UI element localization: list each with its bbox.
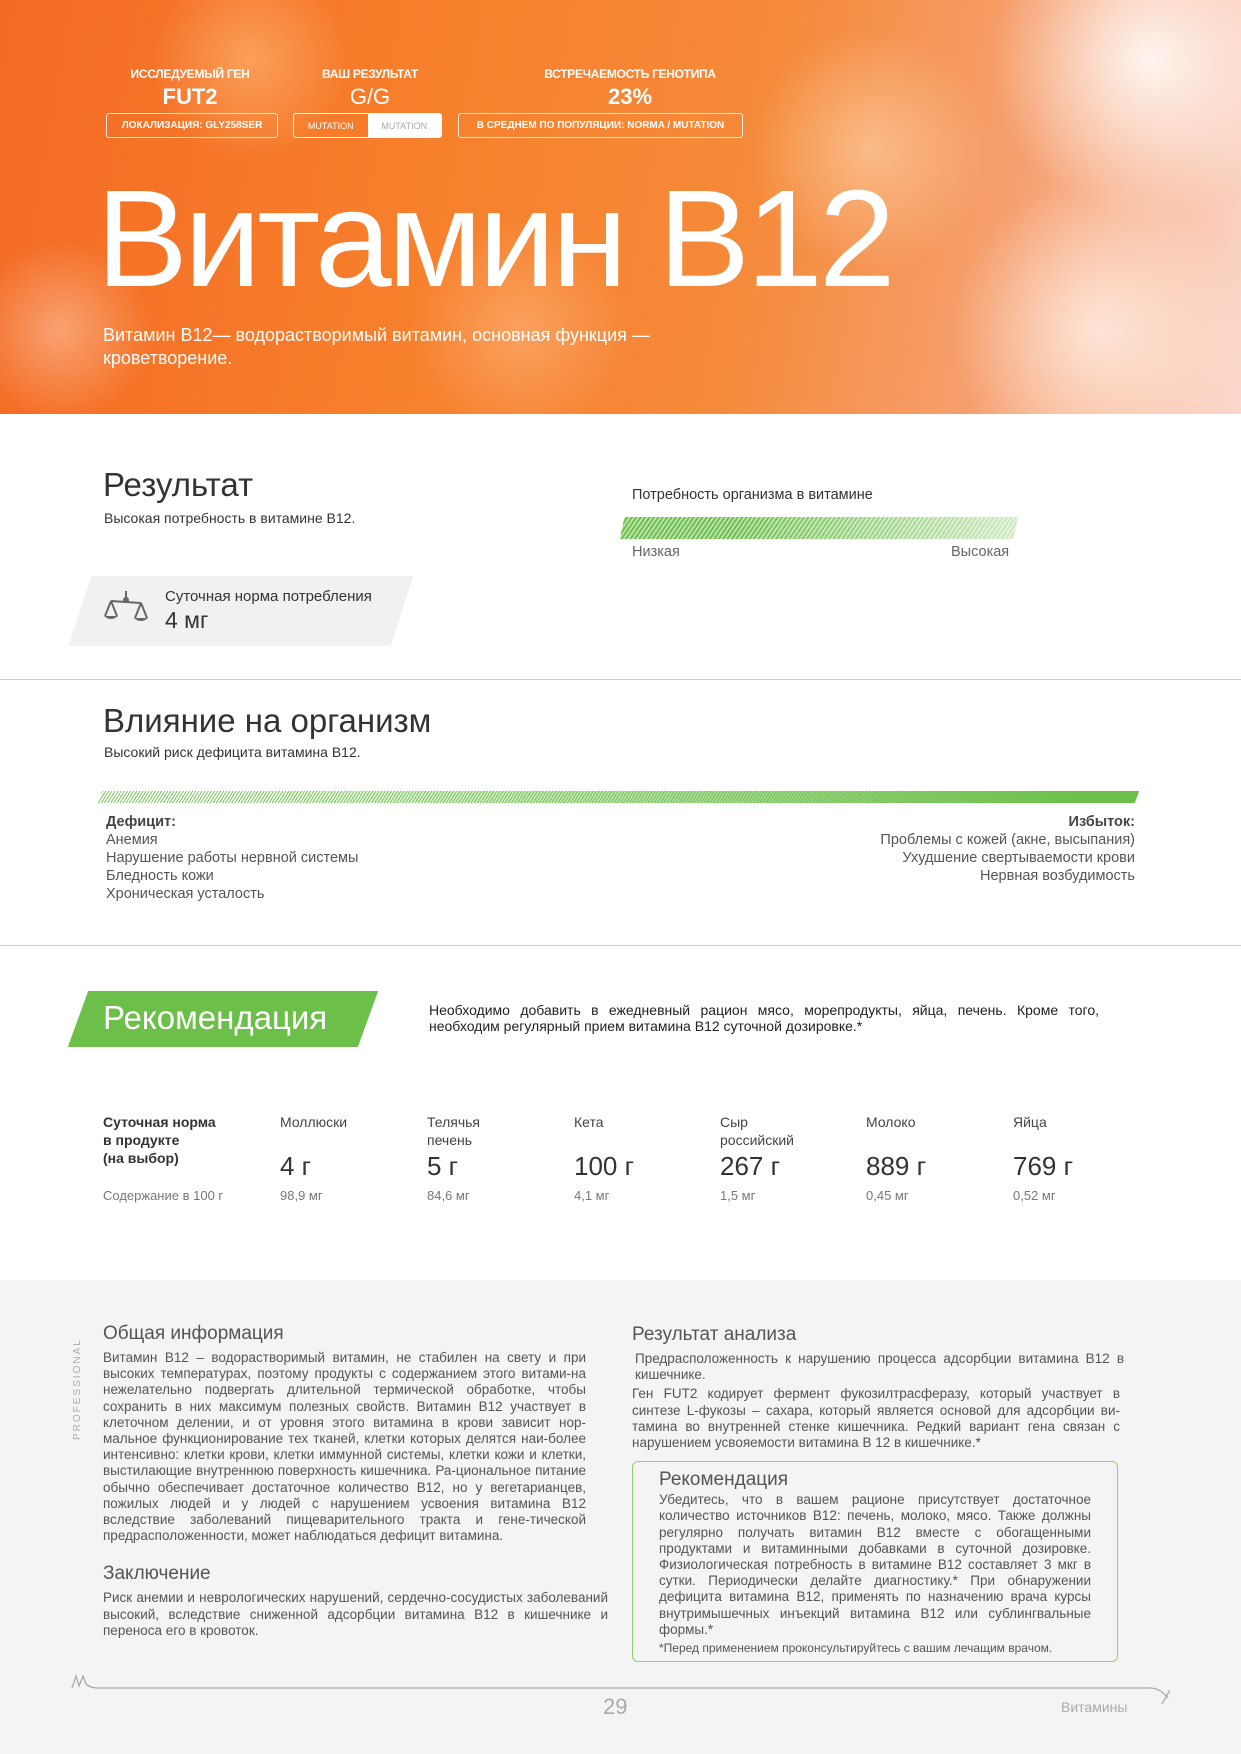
need-level-bar [619, 517, 1019, 539]
product-amount: 100 г [574, 1151, 635, 1181]
page-title: Витамин В12 [96, 162, 896, 316]
recommendation-text: Необходимо добавить в ежедневный рацион … [429, 1002, 1099, 1034]
product-amount: 769 г [1013, 1151, 1074, 1181]
influence-text: Высокий риск дефицита витамина В12. [104, 744, 361, 760]
frequency-label: ВСТРЕЧАЕМОСТЬ ГЕНОТИПА [544, 67, 716, 81]
excess-list: Избыток: Проблемы с кожей (акне, высыпан… [880, 813, 1135, 885]
divider [0, 679, 1241, 680]
excess-title: Избыток: [1068, 814, 1135, 830]
deficit-item: Бледность кожи [106, 868, 214, 884]
product-content: 1,5 мг [720, 1188, 756, 1203]
influence-scale-bar [97, 791, 1140, 803]
analysis-heading: Результат анализа [632, 1324, 797, 1345]
toggle-mutation-left: MUTATION [307, 120, 354, 131]
divider [0, 945, 1241, 946]
need-label: Потребность организма в витамине [632, 487, 873, 503]
deficit-item: Анемия [106, 832, 158, 848]
deficit-list: Дефицит: Анемия Нарушение работы нервной… [106, 813, 358, 903]
excess-item: Нервная возбудимость [980, 868, 1135, 884]
analysis-text-1: Предрасположенность к нарушению процесса… [635, 1351, 1124, 1383]
frequency-value: 23% [607, 84, 653, 109]
localization-badge: ЛОКАЛИЗАЦИЯ: GLY258SER [106, 113, 278, 138]
recommendation-heading: Рекомендация [103, 999, 328, 1036]
product-content: 84,6 мг [427, 1188, 470, 1203]
footer-line [71, 1673, 1170, 1705]
daily-norm-row-label: Суточная норма в продукте (на выбор) [103, 1114, 216, 1166]
side-label: PROFESSIONAL [72, 1338, 83, 1440]
result-heading: Результат [103, 466, 254, 503]
excess-item: Проблемы с кожей (акне, высыпания) [880, 832, 1135, 848]
recommendation-box: Рекомендация Убедитесь, что в вашем раци… [632, 1461, 1118, 1663]
section-name: Витамины [1061, 1699, 1128, 1715]
need-low-label: Низкая [632, 544, 680, 560]
product-content: 98,9 мг [280, 1188, 323, 1203]
page-number: 29 [603, 1694, 628, 1719]
conclusion-heading: Заключение [103, 1563, 211, 1585]
deficit-item: Хроническая усталость [106, 886, 265, 902]
product-amount: 4 г [280, 1151, 312, 1181]
info-section [0, 1280, 1241, 1754]
left-info-column: Общая информация Витамин В12 – водораств… [103, 1322, 608, 1639]
gene-label: ИССЛЕДУЕМЫЙ ГЕН [130, 67, 250, 81]
hero-banner: ИССЛЕДУЕМЫЙ ГЕН FUT2 ЛОКАЛИЗАЦИЯ: GLY258… [0, 0, 1241, 414]
result-text: Высокая потребность в витамине В12. [104, 510, 356, 526]
gene-value: FUT2 [162, 84, 218, 109]
analysis-text-2: Ген FUT2 кодирует фермент фукозилтрасфер… [632, 1386, 1120, 1451]
product-name: Моллюски [280, 1114, 348, 1130]
product-amount: 5 г [427, 1151, 459, 1181]
toggle-mutation-right: MUTATION [367, 114, 441, 137]
product-name: Яйца [1013, 1114, 1047, 1130]
general-text: Витамин В12 – водорастворимый витамин, н… [103, 1350, 586, 1544]
rec-box-note: *Перед применением проконсультируйтесь с… [659, 1641, 1053, 1656]
influence-heading: Влияние на организм [103, 702, 432, 739]
genotype-toggle: MUTATION MUTATION [293, 113, 442, 138]
right-info-column: Результат анализа Предрасположенность к … [632, 1323, 1124, 1663]
excess-item: Ухудшение свертываемости крови [902, 850, 1135, 866]
conclusion-text: Риск анемии и неврологических нарушений,… [103, 1590, 608, 1638]
rec-box-text: Убедитесь, что в вашем рационе присутств… [659, 1492, 1091, 1637]
product-name: Кета [574, 1114, 604, 1130]
result-value: G/G [349, 84, 391, 109]
scales-icon [104, 591, 148, 621]
general-heading: Общая информация [103, 1323, 284, 1344]
product-amount: 889 г [866, 1151, 927, 1181]
product-content: 4,1 мг [574, 1188, 610, 1203]
population-badge: В СРЕДНЕМ ПО ПОПУЛЯЦИИ: NORMA / MUTATION [458, 113, 743, 138]
product-content: 0,52 мг [1013, 1188, 1056, 1203]
daily-norm-label: Суточная норма потребления [165, 588, 372, 605]
content-row-label: Содержание в 100 г [103, 1188, 224, 1203]
product-name: Молоко [866, 1114, 916, 1130]
page-subtitle: Витамин В12— водорастворимый витамин, ос… [103, 325, 650, 368]
deficit-title: Дефицит: [106, 814, 176, 830]
need-high-label: Высокая [951, 544, 1010, 560]
result-label: ВАШ РЕЗУЛЬТАТ [321, 67, 419, 81]
daily-norm-value: 4 мг [165, 607, 209, 633]
product-content: 0,45 мг [866, 1188, 909, 1203]
product-amount: 267 г [720, 1151, 781, 1181]
deficit-item: Нарушение работы нервной системы [106, 850, 359, 866]
product-name: Телячья печень [427, 1114, 481, 1148]
product-name: Сыр российский [720, 1114, 794, 1148]
rec-box-heading: Рекомендация [659, 1469, 789, 1491]
